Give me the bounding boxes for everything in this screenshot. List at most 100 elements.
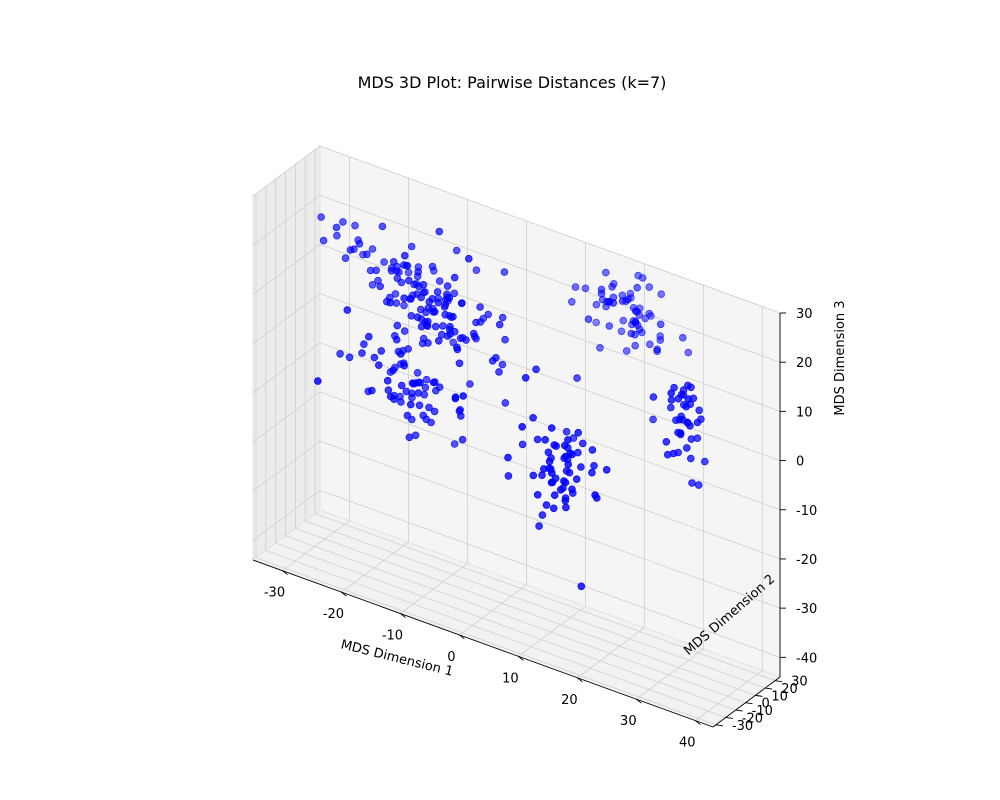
data-point bbox=[392, 335, 401, 344]
x-tick bbox=[459, 634, 465, 640]
grid-y-floor bbox=[314, 513, 776, 682]
data-point bbox=[455, 359, 464, 368]
data-point bbox=[413, 313, 422, 322]
data-point bbox=[341, 254, 350, 263]
grid-z-side bbox=[252, 293, 321, 344]
data-point bbox=[393, 274, 402, 283]
data-point bbox=[562, 427, 571, 436]
data-point bbox=[601, 268, 610, 277]
data-point bbox=[458, 435, 467, 444]
data-point bbox=[550, 441, 559, 449]
x-tick-label: 40 bbox=[679, 736, 696, 751]
data-point bbox=[451, 393, 460, 402]
data-point bbox=[434, 336, 443, 345]
data-point bbox=[428, 262, 437, 271]
grid-z-side bbox=[252, 490, 321, 541]
data-point bbox=[549, 504, 558, 513]
data-point bbox=[649, 393, 658, 401]
grid-x-floor bbox=[577, 627, 645, 679]
data-point bbox=[434, 298, 443, 307]
data-point bbox=[645, 340, 654, 349]
data-point bbox=[387, 266, 396, 275]
data-point bbox=[584, 315, 593, 324]
data-point bbox=[596, 343, 604, 352]
data-point bbox=[374, 361, 383, 370]
data-point bbox=[351, 221, 359, 230]
z-tick-label: 20 bbox=[796, 356, 813, 371]
grid-x-floor bbox=[695, 670, 763, 721]
data-point bbox=[458, 299, 466, 307]
data-point bbox=[694, 481, 703, 489]
data-point bbox=[462, 336, 470, 344]
data-point bbox=[597, 289, 606, 298]
data-point bbox=[577, 463, 585, 471]
data-point bbox=[319, 236, 328, 245]
data-point bbox=[368, 245, 377, 253]
data-point bbox=[355, 240, 364, 248]
data-point bbox=[521, 373, 530, 382]
data-point bbox=[666, 403, 675, 412]
grid-z-side bbox=[252, 194, 321, 246]
grid-z-side bbox=[252, 145, 321, 197]
data-point bbox=[422, 375, 431, 384]
data-point bbox=[548, 478, 557, 487]
data-point bbox=[529, 413, 537, 422]
data-point bbox=[364, 332, 373, 341]
data-point bbox=[657, 290, 665, 299]
data-point bbox=[421, 383, 430, 392]
data-point bbox=[679, 390, 688, 399]
data-point bbox=[498, 360, 507, 369]
x-tick-label: -10 bbox=[382, 629, 403, 644]
x-tick bbox=[695, 720, 701, 725]
data-point bbox=[317, 213, 326, 221]
x-axis-label: MDS Dimension 1 bbox=[339, 637, 454, 679]
data-points bbox=[313, 213, 709, 591]
data-point bbox=[445, 294, 454, 302]
data-point bbox=[645, 283, 654, 291]
data-point bbox=[417, 293, 426, 302]
data-point bbox=[682, 402, 690, 411]
data-point bbox=[395, 268, 403, 276]
data-point bbox=[430, 307, 439, 316]
data-point bbox=[466, 380, 474, 388]
data-point bbox=[404, 276, 413, 285]
grid-z-side bbox=[252, 244, 321, 295]
data-point bbox=[378, 222, 387, 231]
data-point bbox=[617, 327, 626, 336]
data-point bbox=[565, 468, 574, 477]
data-point bbox=[452, 246, 461, 255]
y-tick bbox=[715, 724, 724, 727]
data-point bbox=[676, 429, 685, 437]
data-point bbox=[368, 386, 376, 395]
data-point bbox=[472, 318, 480, 327]
grid-y-floor bbox=[255, 557, 717, 726]
data-point bbox=[397, 398, 405, 406]
z-tick-label: 10 bbox=[796, 405, 813, 420]
data-point bbox=[495, 368, 503, 376]
data-point bbox=[590, 461, 598, 470]
data-point bbox=[622, 347, 631, 355]
data-point bbox=[346, 246, 355, 254]
data-point bbox=[414, 267, 423, 276]
y-tick-label: -30 bbox=[732, 719, 753, 734]
data-point bbox=[425, 297, 434, 306]
data-point bbox=[495, 320, 504, 329]
data-point bbox=[336, 349, 344, 358]
data-point bbox=[533, 490, 542, 499]
data-point bbox=[538, 511, 547, 519]
data-point bbox=[396, 350, 405, 358]
grid-z-back bbox=[319, 145, 781, 314]
data-point bbox=[634, 271, 642, 280]
data-point bbox=[400, 301, 408, 310]
data-point bbox=[469, 329, 478, 338]
data-point bbox=[435, 383, 444, 392]
data-point bbox=[415, 378, 423, 387]
data-point bbox=[386, 392, 395, 401]
data-point bbox=[376, 282, 385, 291]
data-point bbox=[588, 446, 597, 454]
data-point bbox=[446, 330, 455, 338]
grid-z-side bbox=[252, 440, 321, 492]
data-point bbox=[574, 428, 582, 437]
grid-x-floor bbox=[459, 584, 527, 636]
